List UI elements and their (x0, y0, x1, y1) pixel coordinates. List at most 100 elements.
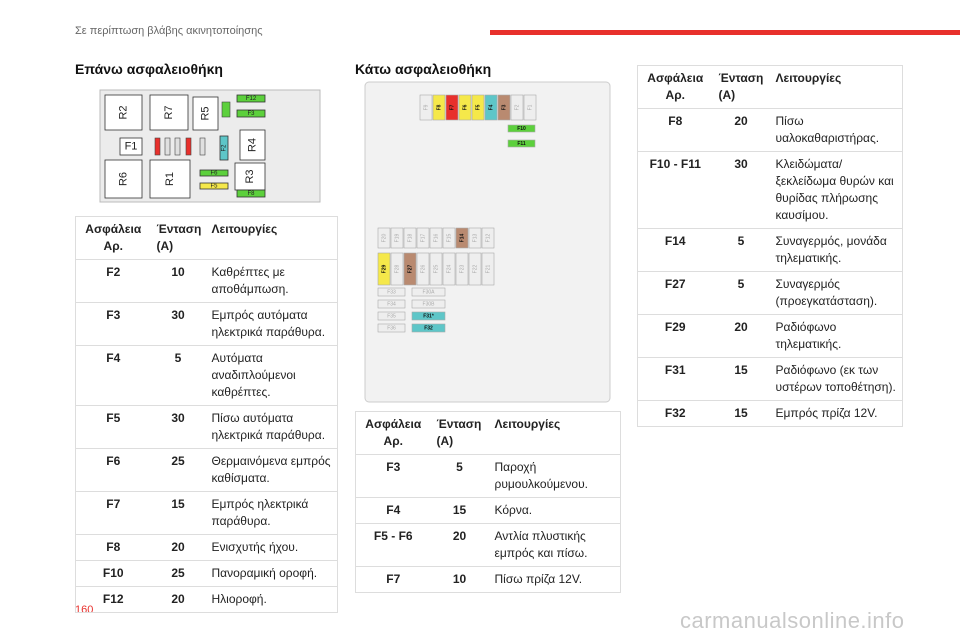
fuse-part (221, 101, 231, 118)
fuse-slot (236, 109, 266, 118)
header-cell: Ασφάλεια Αρ. (355, 411, 431, 455)
fuse-label: F30A (423, 289, 436, 295)
fuse-label: F23 (459, 264, 465, 273)
table-row: F7 15 Εμπρός ηλεκτρικά παράθυρα. (75, 491, 338, 535)
fuse-label: F11 (517, 141, 526, 147)
fuse-slot (236, 189, 266, 198)
fuse-label: F22 (472, 264, 478, 273)
fuse-label: F36 (387, 325, 396, 331)
fuse-slot (377, 299, 406, 309)
fuse-label: F34 (387, 301, 396, 307)
table-row: F3 5 Παροχή ρυμουλκούμενου. (355, 454, 621, 498)
fuse-slot (523, 94, 537, 121)
fuse-slot (199, 182, 229, 190)
fuse-slot (411, 287, 446, 297)
table-row: F29 20 Ραδιόφωνο τηλεματικής. (637, 314, 903, 358)
table-cell: 10 (150, 259, 206, 303)
table-cell: F5 - F6 (355, 523, 431, 567)
fuse-slot (416, 252, 430, 286)
table-cell: Ραδιόφωνο (εκ των υστέρων τοποθέτηση). (769, 357, 903, 401)
table-cell: 20 (712, 108, 770, 152)
fuse-label: F1 (527, 104, 533, 110)
fuse-slot (149, 94, 189, 131)
fuse-slot (234, 162, 266, 191)
fuse-label: F1 (125, 140, 138, 152)
fuse-slot (455, 227, 469, 249)
table-row: F10 - F11 30 Κλειδώματα/ξεκλείδωμα θυρών κ… (637, 151, 903, 229)
table-cell: 20 (150, 534, 206, 561)
fuse-slot (484, 94, 498, 121)
table-cell: 25 (150, 560, 206, 587)
table-cell: Εμπρός ηλεκτρικά παράθυρα. (205, 491, 338, 535)
fuse-slot (104, 94, 143, 131)
fuse-slot (411, 311, 446, 321)
table-cell: F8 (637, 108, 713, 152)
table-row: F4 5 Αυτόματα αναδιπλούμενοι καθρέπτες. (75, 345, 338, 406)
fuse-label: F20 (381, 233, 387, 242)
fuse-part (174, 137, 181, 156)
fuse-slot (411, 299, 446, 309)
fuse-label: F30B (423, 301, 436, 307)
fuse-label: R1 (164, 172, 176, 186)
table-cell: F4 (75, 345, 151, 406)
table-cell: Πίσω πρίζα 12V. (488, 566, 621, 593)
header-cell: Λειτουργίες (205, 216, 338, 260)
table-cell: Αντλία πλυστικής εμπρός και πίσω. (488, 523, 621, 567)
fuse-label: F29 (381, 264, 387, 273)
fuse-slot (468, 227, 482, 249)
table-cell: Θερμαινόμενα εμπρός καθίσματα. (205, 448, 338, 492)
fuse-slot (377, 323, 406, 333)
fuse-part (185, 137, 192, 156)
fuse-label: F33 (387, 289, 396, 295)
fuse-label: R3 (244, 169, 256, 183)
table-row: F5 - F6 20 Αντλία πλυστικής εμπρός και πίσ… (355, 523, 621, 567)
table-cell: Πίσω αυτόματα ηλεκτρικά παράθυρα. (205, 405, 338, 449)
fuse-slot (468, 252, 482, 286)
table-row: F2 10 Καθρέπτες με αποθάμπωση. (75, 259, 338, 303)
table-cell: Κόρνα. (488, 497, 621, 524)
fuse-slot (219, 135, 229, 161)
fuse-slot (458, 94, 472, 121)
table-cell: 15 (712, 400, 770, 427)
fuse-slot (403, 227, 417, 249)
header-row: Ασφάλεια Αρ. Ένταση (A) Λειτουργίες (75, 216, 338, 260)
fuse-slot (419, 94, 433, 121)
fuse-slot (377, 287, 406, 297)
fuse-slot (411, 323, 446, 333)
table-cell: F10 (75, 560, 151, 587)
table-cell: Καθρέπτες με αποθάμπωση. (205, 259, 338, 303)
fuse-label: F16 (433, 233, 439, 242)
table-row: F31 15 Ραδιόφωνο (εκ των υστέρων τοποθέτησ… (637, 357, 903, 401)
fuse-label: F28 (394, 264, 400, 273)
fuse-slot (455, 252, 469, 286)
table-row: F8 20 Ενισχυτής ήχου. (75, 534, 338, 561)
fuse-label: F6 (462, 104, 468, 110)
table-cell: F5 (75, 405, 151, 449)
fuse-slot (377, 227, 391, 249)
table-cell: F29 (637, 314, 713, 358)
fuse-slot (429, 227, 443, 249)
fuse-label: F14 (459, 233, 465, 242)
fuse-label: F24 (446, 264, 452, 273)
fuse-label: F5 (210, 184, 218, 190)
header-row: Ασφάλεια Αρ. Ένταση (A) Λειτουργίες (355, 411, 621, 455)
table-row: F6 25 Θερμαινόμενα εμπρός καθίσματα. (75, 448, 338, 492)
fuse-part (154, 137, 161, 156)
table-row: F7 10 Πίσω πρίζα 12V. (355, 566, 621, 593)
table-row: F32 15 Εμπρός πρίζα 12V. (637, 400, 903, 427)
table-cell: Πανοραμική οροφή. (205, 560, 338, 587)
fuse-label: F10 (517, 126, 526, 132)
table-cell: 5 (430, 454, 489, 498)
fuse-label: F35 (387, 313, 396, 319)
table-cell: F10 - F11 (637, 151, 713, 229)
fuse-label: F12 (485, 233, 491, 242)
fuse-label: F13 (472, 233, 478, 242)
header-cell: Ένταση (A) (430, 411, 489, 455)
fuse-slot (377, 252, 391, 286)
table-row: F8 20 Πίσω υαλοκαθαριστήρας. (637, 108, 903, 152)
fuse-label: F21 (485, 264, 491, 273)
header-cell: Ένταση (A) (712, 65, 770, 109)
fuse-label: F25 (433, 264, 439, 273)
